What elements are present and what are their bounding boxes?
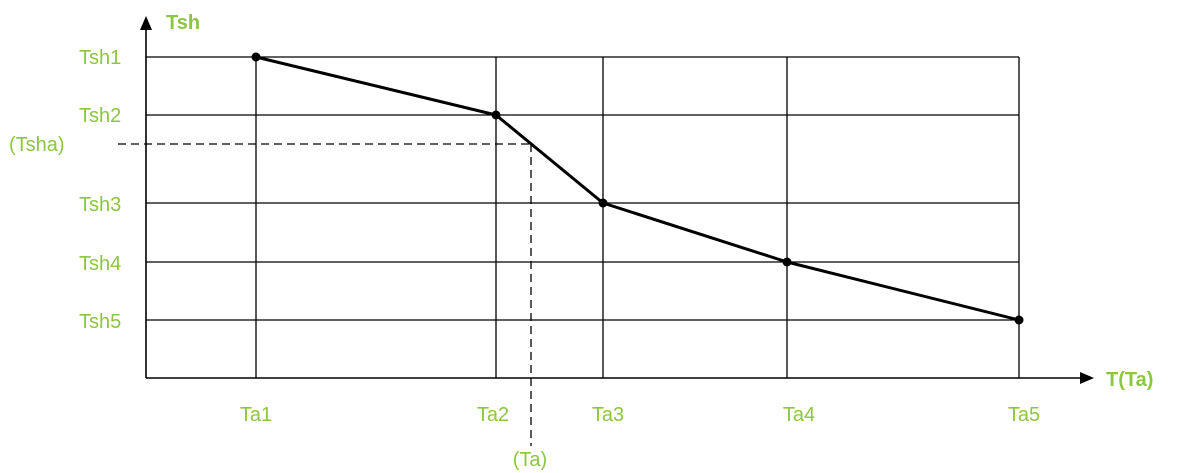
x-level-labels: Ta1 Ta2 Ta3 Ta4 Ta5 (Ta)	[240, 404, 1040, 471]
y-axis-arrowhead	[140, 16, 152, 30]
x-axis-arrowhead	[1080, 372, 1094, 384]
y-label-tsh4: Tsh4	[79, 253, 121, 275]
point-3	[598, 198, 608, 208]
interpolation-guides	[118, 143, 532, 446]
x-label-ta1: Ta1	[240, 404, 272, 426]
point-5	[1014, 315, 1024, 325]
y-axis-title: Tsh	[166, 12, 200, 34]
x-label-ta4: Ta4	[783, 404, 815, 426]
vertical-grid	[255, 57, 1020, 378]
x-label-ta-interpolated: (Ta)	[513, 449, 547, 471]
y-label-tsh3: Tsh3	[79, 194, 121, 216]
axes	[140, 16, 1094, 384]
point-1	[251, 52, 261, 62]
y-level-labels: Tsh1 Tsh2 (Tsha) Tsh3 Tsh4 Tsh5	[9, 47, 121, 333]
y-label-tsha: (Tsha)	[9, 134, 65, 156]
point-2	[491, 110, 501, 120]
x-label-ta5: Ta5	[1008, 404, 1040, 426]
tsh-curve	[255, 55, 1020, 322]
point-4	[782, 257, 792, 267]
x-axis-title: T(Ta)	[1106, 369, 1153, 391]
curve-points	[251, 52, 1024, 325]
y-label-tsh5: Tsh5	[79, 311, 121, 333]
x-label-ta2: Ta2	[477, 404, 509, 426]
y-label-tsh2: Tsh2	[79, 105, 121, 127]
horizontal-grid	[146, 56, 1019, 321]
y-label-tsh1: Tsh1	[79, 47, 121, 69]
x-label-ta3: Ta3	[592, 404, 624, 426]
